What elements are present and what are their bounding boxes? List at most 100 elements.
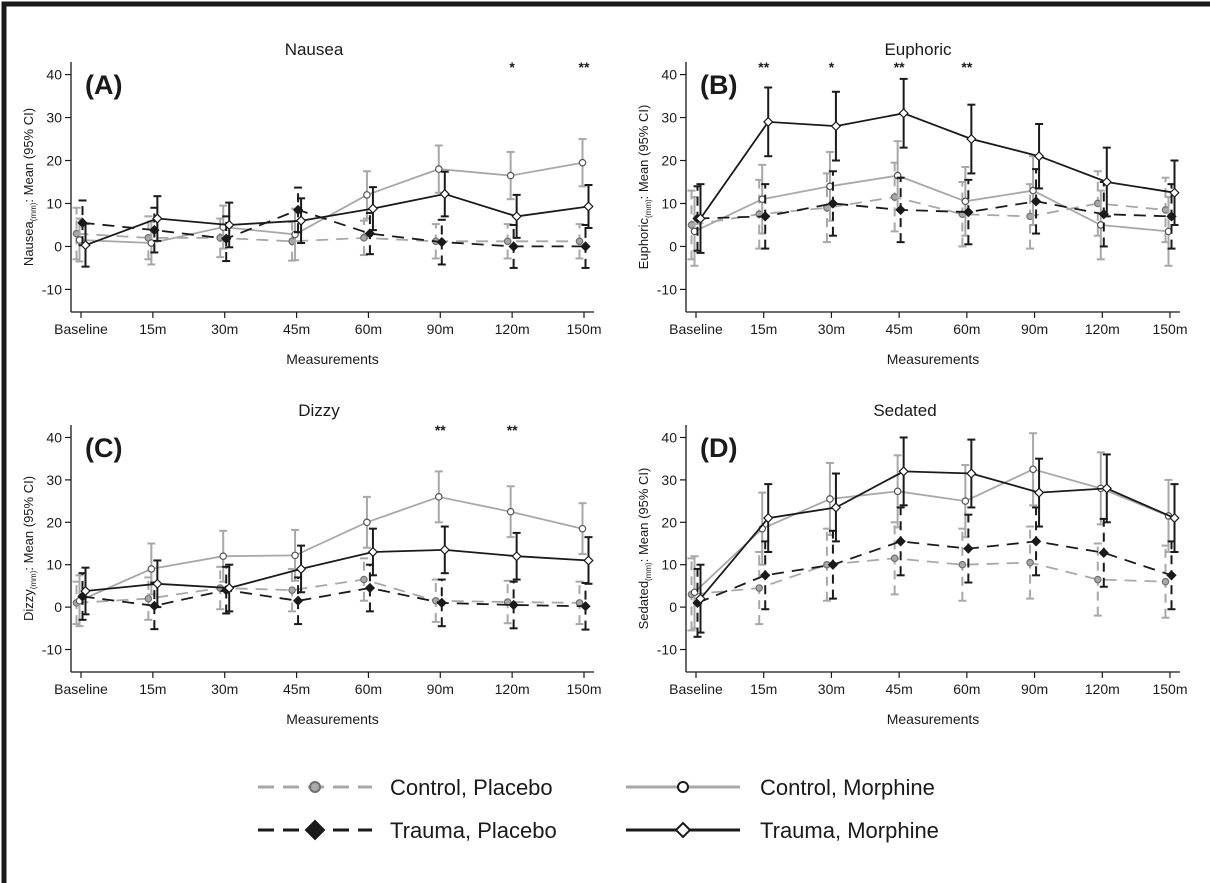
y-tick-label-euphoric: 40 (661, 67, 677, 83)
y-tick-label-nausea: 0 (54, 238, 62, 254)
point-control-placebo (755, 584, 764, 592)
x-tick-label-euphoric: 60m (953, 321, 980, 337)
y-tick-label-euphoric: 20 (661, 153, 677, 169)
x-tick-label-euphoric: 15m (750, 321, 777, 337)
point-control-morphine (961, 197, 970, 206)
x-tick-label-dizzy: 150m (566, 681, 601, 697)
x-tick-label-dizzy: 45m (283, 681, 310, 697)
legend-label-control-morphine: Control, Morphine (760, 775, 935, 800)
point-control-morphine (363, 518, 371, 527)
series-line-trauma-placebo (82, 587, 586, 608)
x-tick-label-nausea: 60m (355, 321, 382, 337)
x-tick-label-sedated: 60m (953, 681, 980, 697)
x-tick-label-dizzy: Baseline (54, 681, 108, 697)
x-tick-label-dizzy: 30m (211, 681, 238, 697)
point-trauma-morphine (830, 120, 842, 132)
y-tick-label-dizzy: -10 (42, 642, 62, 658)
point-trauma-morphine (1101, 483, 1112, 494)
point-trauma-morphine (224, 582, 235, 594)
panel-dizzy: Dizzy (C) -10 0 10 20 30 40 Baseline 15m 30m 45m 60m… (21, 401, 602, 727)
point-trauma-morphine (367, 546, 379, 558)
panel-nausea: Nausea (A) -10 0 10 20 30 40 Baseline 15m 30m 45m 60… (21, 40, 602, 367)
y-tick-label-sedated: 40 (661, 429, 677, 445)
x-tick-label-sedated: 15m (750, 681, 777, 697)
point-control-placebo (360, 234, 368, 242)
point-trauma-morphine (224, 219, 235, 231)
y-axis-title-euphoric: Euphoric(mm): Mean (95% CI) (636, 105, 653, 270)
point-trauma-placebo (436, 597, 447, 609)
point-trauma-placebo (827, 559, 839, 570)
point-trauma-morphine (295, 215, 307, 226)
point-control-morphine (291, 551, 299, 560)
legend: Control, Placebo Control, Morphine Traum… (258, 775, 939, 843)
panel-title-nausea: Nausea (285, 40, 344, 59)
legend-marker-control-placebo (309, 781, 321, 793)
panel-euphoric: Euphoric (B) -10 0 10 20 30 40 Baseline 15m 30m 45m… (636, 40, 1188, 367)
point-trauma-placebo (1166, 570, 1177, 581)
significance-mark-euphoric: * (829, 59, 835, 75)
y-tick-label-sedated: 20 (661, 514, 677, 530)
legend-label-trauma-placebo: Trauma, Placebo (390, 818, 557, 843)
point-trauma-morphine (439, 544, 450, 556)
y-tick-label-dizzy: 10 (46, 557, 62, 573)
point-trauma-placebo (508, 599, 519, 611)
point-control-morphine (893, 487, 902, 496)
point-control-morphine (363, 191, 371, 199)
significance-mark-euphoric: ** (894, 59, 905, 75)
y-tick-label-euphoric: 30 (661, 110, 677, 126)
point-control-placebo (1161, 577, 1170, 586)
point-trauma-morphine (966, 468, 977, 479)
chart-panels: Nausea (A) -10 0 10 20 30 40 Baseline 15m 30m 45m 60… (21, 40, 1188, 727)
series-line-control-morphine (693, 468, 1169, 593)
point-trauma-morphine (695, 593, 706, 604)
x-tick-label-euphoric: 30m (818, 321, 845, 337)
series-trauma-placebo-sedated (692, 506, 1177, 638)
significance-mark-euphoric: ** (961, 59, 972, 75)
point-control-placebo (503, 237, 512, 246)
panel-title-dizzy: Dizzy (298, 401, 340, 420)
y-tick-label-dizzy: 30 (46, 472, 62, 488)
significance-mark-euphoric: ** (758, 59, 769, 75)
x-tick-label-nausea: 15m (139, 321, 166, 337)
point-trauma-placebo (895, 204, 906, 216)
point-control-morphine (690, 588, 699, 597)
series-control-morphine-dizzy (75, 470, 587, 628)
x-tick-label-sedated: 120m (1085, 681, 1120, 697)
x-tick-label-sedated: 90m (1021, 681, 1048, 697)
point-trauma-morphine (511, 211, 522, 222)
point-trauma-placebo (508, 241, 519, 252)
point-control-morphine (1029, 186, 1037, 195)
point-control-morphine (506, 171, 515, 180)
x-tick-label-euphoric: 120m (1085, 321, 1120, 337)
point-trauma-placebo (760, 211, 771, 222)
x-axis-title-nausea: Measurements (286, 351, 379, 367)
point-trauma-placebo (292, 595, 304, 606)
y-tick-label-dizzy: 0 (54, 599, 62, 615)
point-trauma-morphine (966, 133, 977, 145)
x-tick-label-nausea: 45m (283, 321, 310, 337)
series-control-placebo-sedated (687, 521, 1170, 632)
point-control-morphine (434, 165, 443, 173)
series-line-trauma-morphine (699, 112, 1175, 220)
y-tick-label-nausea: 40 (46, 67, 62, 83)
series-line-trauma-morphine (699, 470, 1175, 600)
series-line-trauma-placebo (697, 540, 1172, 604)
series-trauma-morphine-sedated (695, 436, 1180, 634)
legend-item-trauma-placebo: Trauma, Placebo (258, 818, 557, 843)
point-trauma-placebo (1030, 536, 1042, 547)
point-trauma-morphine (763, 116, 774, 128)
legend-marker-trauma-placebo (304, 819, 326, 841)
series-line-trauma-morphine (85, 193, 589, 247)
series-control-morphine-nausea (75, 138, 587, 266)
point-control-placebo (890, 554, 899, 563)
y-tick-label-euphoric: 0 (669, 238, 677, 254)
point-trauma-morphine (152, 213, 163, 224)
series-trauma-morphine-dizzy (80, 525, 594, 616)
point-trauma-morphine (367, 203, 379, 214)
point-trauma-morphine (1033, 151, 1045, 162)
series-line-control-placebo (691, 196, 1166, 226)
point-trauma-morphine (1169, 512, 1180, 524)
x-tick-label-euphoric: 45m (886, 321, 913, 337)
point-trauma-morphine (898, 108, 909, 119)
